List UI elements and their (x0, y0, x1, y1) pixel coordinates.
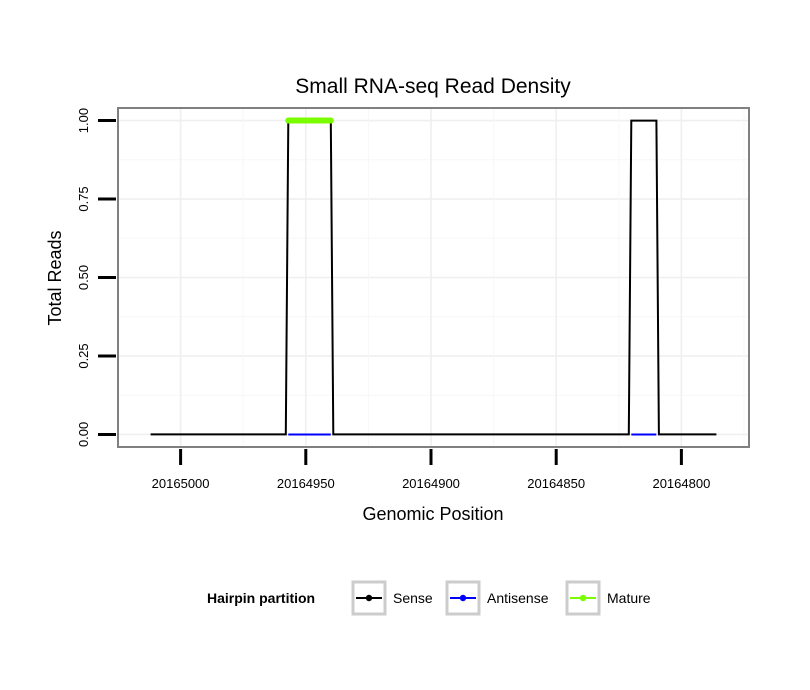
x-axis: 20165000 20164950 20164900 20164850 20164800 (152, 449, 710, 491)
legend-label-sense: Sense (393, 590, 433, 606)
legend-title: Hairpin partition (207, 590, 315, 606)
series-layer (150, 117, 717, 436)
legend-label-antisense: Antisense (487, 590, 549, 606)
grid (118, 108, 749, 447)
y-tick-label: 0.00 (76, 422, 91, 447)
y-tick-label: 0.25 (76, 343, 91, 368)
y-axis: 0.00 0.25 0.50 0.75 1.00 (76, 108, 116, 447)
x-tick-label: 20165000 (152, 476, 210, 491)
y-axis-title: Total Reads (45, 230, 65, 325)
y-tick-label: 0.75 (76, 186, 91, 211)
x-tick-label: 20164900 (402, 476, 460, 491)
plot-panel-border (117, 107, 750, 448)
legend-key-point-mature (579, 594, 587, 602)
x-axis-title: Genomic Position (362, 504, 503, 524)
legend: Hairpin partition Sense Antisense Mature (207, 580, 651, 616)
x-tick-label: 20164950 (277, 476, 335, 491)
x-tick-label: 20164850 (527, 476, 585, 491)
legend-key-point-antisense (459, 594, 467, 602)
series-sense-line (150, 119, 717, 436)
y-tick-label: 1.00 (76, 108, 91, 133)
y-tick-label: 0.50 (76, 265, 91, 290)
x-tick-label: 20164800 (652, 476, 710, 491)
legend-label-mature: Mature (607, 590, 651, 606)
legend-key-point-sense (365, 594, 373, 602)
chart-title: Small RNA-seq Read Density (295, 75, 571, 98)
